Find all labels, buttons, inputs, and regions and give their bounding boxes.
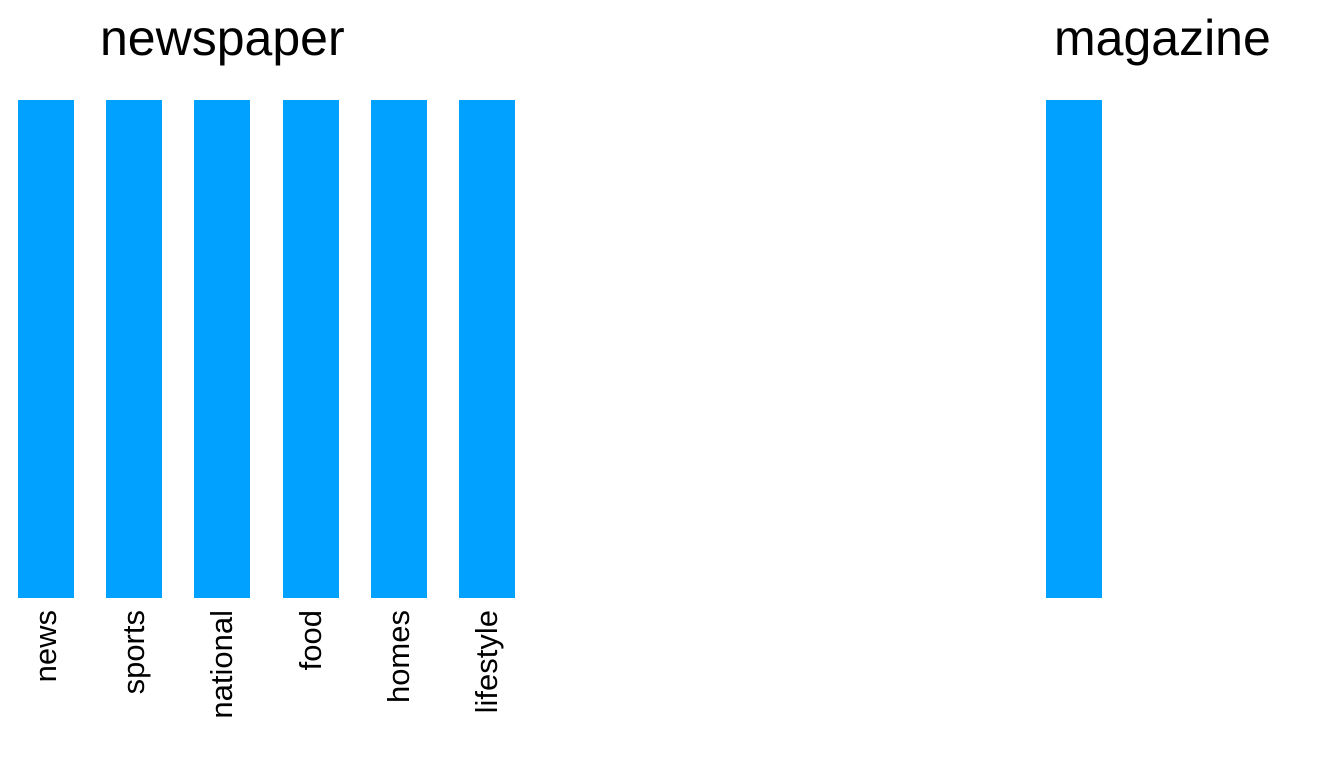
newspaper-title: newspaper bbox=[100, 10, 345, 66]
bar-label-sports: sports bbox=[116, 610, 151, 695]
label-slot-news: news bbox=[18, 610, 74, 770]
magazine-title: magazine bbox=[1054, 10, 1271, 66]
newspaper-bar-food bbox=[283, 100, 339, 598]
label-slot-homes: homes bbox=[371, 610, 427, 770]
label-slot-lifestyle: lifestyle bbox=[459, 610, 515, 770]
label-slot-sports: sports bbox=[106, 610, 162, 770]
bar-label-national: national bbox=[204, 610, 239, 719]
magazine-bar bbox=[1046, 100, 1102, 598]
newspaper-bar-homes bbox=[371, 100, 427, 598]
bar-label-food: food bbox=[293, 610, 328, 671]
newspaper-bar-national bbox=[194, 100, 250, 598]
label-slot-food: food bbox=[283, 610, 339, 770]
newspaper-bar-news bbox=[18, 100, 74, 598]
newspaper-bar-lifestyle bbox=[459, 100, 515, 598]
bar-label-homes: homes bbox=[381, 610, 416, 704]
bar-label-news: news bbox=[28, 610, 63, 683]
label-slot-national: national bbox=[194, 610, 250, 770]
bar-label-lifestyle: lifestyle bbox=[469, 610, 504, 714]
newspaper-bar-sports bbox=[106, 100, 162, 598]
